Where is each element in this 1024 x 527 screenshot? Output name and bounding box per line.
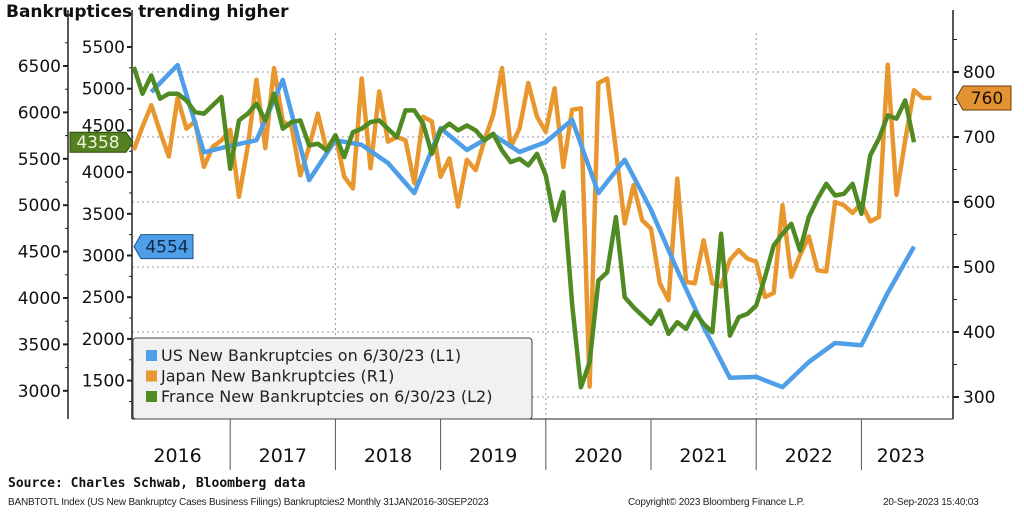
x-tick-label-year: 2020 [574,445,622,467]
last-value-tag-france [69,131,134,153]
source-note: Source: Charles Schwab, Bloomberg data [8,476,306,491]
legend-label: US New Bankruptcies on 6/30/23 (L1) [161,346,461,365]
l2-tick-label: 3000 [82,247,125,267]
last-value-tag-us [133,234,194,260]
axes: 3000 3500 4000 4500 5000 5500 6000 6500 1500 2000… [18,10,995,470]
x-tick-label-year: 2017 [259,445,307,467]
l1-tick-label: 5500 [18,150,61,170]
legend: US New Bankruptcies on 6/30/23 (L1) Japan… [132,337,533,420]
l2-tick-label: 1500 [82,372,125,392]
x-tick-label-year: 2018 [364,445,412,467]
r1-tick-label: 600 [963,193,995,213]
r1-tick-label: 700 [963,128,995,148]
x-tick-label-year: 2022 [785,445,833,467]
l1-tick-label: 6500 [18,57,61,77]
series-line-us [149,62,916,390]
l1-tick-label: 3000 [18,382,61,402]
r1-tick-label: 400 [963,323,995,343]
footer-index-info: BANBTOTL Index (US New Bankruptcy Cases … [8,497,489,508]
x-tick-label-year: 2019 [469,445,517,467]
chart-title: Bankruptices trending higher [6,2,289,22]
r1-tick-label: 800 [963,63,995,83]
l1-tick-label: 5000 [18,196,61,216]
legend-swatch [146,370,157,382]
l2-tick-label: 2000 [82,330,125,350]
series-lines [131,62,932,390]
l2-tick-label: 4000 [82,163,125,183]
x-tick-label-year: 2016 [153,445,201,467]
last-value-tags: 4554 4358 760 [69,85,1012,260]
l2-tick-label: 5500 [82,38,125,58]
series-line-france [131,66,917,390]
x-tick-label-year: 2021 [679,445,727,467]
footer-copyright: Copyright© 2023 Bloomberg Finance L.P. [628,497,805,508]
legend-label: Japan New Bankruptcies (R1) [160,367,394,386]
l2-tick-label: 2500 [82,288,125,308]
last-value-label-japan: 760 [971,89,1003,109]
l1-tick-label: 6000 [18,103,61,123]
r1-tick-label: 300 [963,388,995,408]
l1-tick-label: 4500 [18,243,61,263]
x-tick-label-year: 2023 [877,445,925,467]
gridlines [132,33,953,419]
last-value-label-france: 4358 [76,133,119,153]
legend-box [132,337,533,420]
last-value-label-us: 4554 [145,238,188,258]
l2-tick-label: 4500 [82,116,125,136]
footer-timestamp: 20-Sep-2023 15:40:03 [883,497,979,508]
l1-tick-label: 3500 [18,335,61,355]
series-line-japan [131,62,932,389]
last-value-tag-japan [955,85,1012,111]
legend-swatch [146,350,157,361]
l2-tick-label: 5000 [82,80,125,100]
l2-tick-label: 3500 [82,205,125,225]
l1-tick-label: 4000 [18,289,61,309]
r1-tick-label: 500 [963,258,995,278]
legend-label: France New Bankruptcies on 6/30/23 (L2) [161,387,492,406]
legend-swatch [146,391,157,402]
